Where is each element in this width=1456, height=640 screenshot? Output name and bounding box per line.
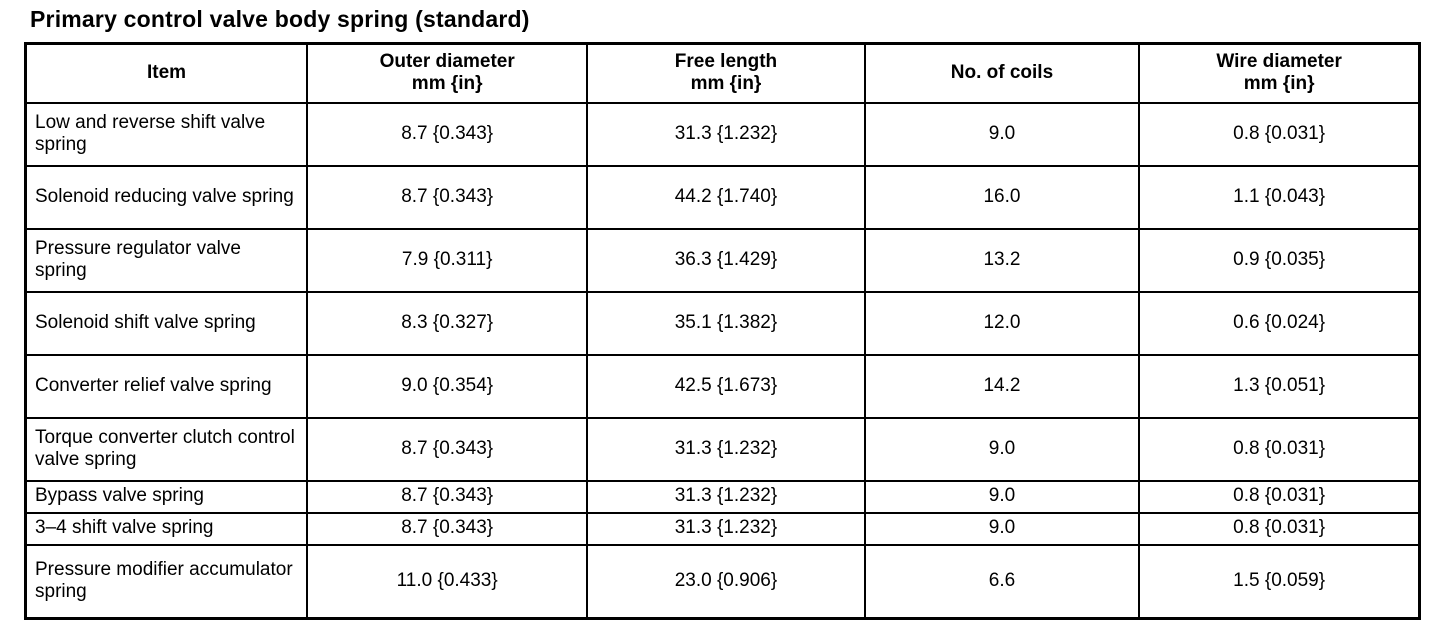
header-line: No. of coils (950, 62, 1054, 84)
table-row: Bypass valve spring 8.7 {0.343} 31.3 {1.… (24, 479, 1421, 514)
no-of-coils-cell: 9.0 (863, 416, 1141, 482)
outer-diameter-cell: 8.3 {0.327} (306, 290, 589, 356)
item-cell: Pressure modifier accumulator spring (24, 543, 309, 620)
no-of-coils-cell: 14.2 (863, 353, 1141, 419)
header-line: mm {in} (690, 73, 762, 95)
free-length-cell: 36.3 {1.429} (586, 227, 866, 293)
no-of-coils-cell: 6.6 (863, 543, 1141, 620)
header-line: mm {in} (411, 73, 483, 95)
no-of-coils-cell: 9.0 (863, 511, 1141, 546)
outer-diameter-cell: 8.7 {0.343} (306, 164, 589, 230)
wire-diameter-cell: 0.8 {0.031} (1138, 416, 1421, 482)
free-length-cell: 31.3 {1.232} (586, 479, 866, 514)
table-row: Pressure regulator valve spring 7.9 {0.3… (24, 227, 1421, 293)
column-header-free-length: Free length mm {in} (586, 42, 866, 104)
item-cell: Converter relief valve spring (24, 353, 309, 419)
table-header-row: Item Outer diameter mm {in} Free length … (24, 42, 1421, 104)
no-of-coils-cell: 9.0 (863, 101, 1141, 167)
free-length-cell: 31.3 {1.232} (586, 101, 866, 167)
wire-diameter-cell: 1.5 {0.059} (1138, 543, 1421, 620)
column-header-no-of-coils: No. of coils (863, 42, 1141, 104)
no-of-coils-cell: 12.0 (863, 290, 1141, 356)
outer-diameter-cell: 8.7 {0.343} (306, 511, 589, 546)
wire-diameter-cell: 0.9 {0.035} (1138, 227, 1421, 293)
column-header-item: Item (24, 42, 309, 104)
table-row: Torque converter clutch control valve sp… (24, 416, 1421, 482)
free-length-cell: 31.3 {1.232} (586, 416, 866, 482)
free-length-cell: 35.1 {1.382} (586, 290, 866, 356)
header-line: Wire diameter (1216, 50, 1342, 72)
outer-diameter-cell: 8.7 {0.343} (306, 479, 589, 514)
outer-diameter-cell: 9.0 {0.354} (306, 353, 589, 419)
table-row: Converter relief valve spring 9.0 {0.354… (24, 353, 1421, 419)
wire-diameter-cell: 0.8 {0.031} (1138, 101, 1421, 167)
header-line: Outer diameter (379, 50, 515, 72)
outer-diameter-cell: 7.9 {0.311} (306, 227, 589, 293)
spring-spec-table: Item Outer diameter mm {in} Free length … (24, 42, 1421, 620)
table-row: Solenoid shift valve spring 8.3 {0.327} … (24, 290, 1421, 356)
header-line: mm {in} (1243, 73, 1315, 95)
table-row: Low and reverse shift valve spring 8.7 {… (24, 101, 1421, 167)
item-cell: Pressure regulator valve spring (24, 227, 309, 293)
table-row: 3–4 shift valve spring 8.7 {0.343} 31.3 … (24, 511, 1421, 546)
no-of-coils-cell: 13.2 (863, 227, 1141, 293)
wire-diameter-cell: 0.6 {0.024} (1138, 290, 1421, 356)
wire-diameter-cell: 0.8 {0.031} (1138, 511, 1421, 546)
outer-diameter-cell: 8.7 {0.343} (306, 416, 589, 482)
outer-diameter-cell: 11.0 {0.433} (306, 543, 589, 620)
wire-diameter-cell: 0.8 {0.031} (1138, 479, 1421, 514)
table-row: Solenoid reducing valve spring 8.7 {0.34… (24, 164, 1421, 230)
wire-diameter-cell: 1.1 {0.043} (1138, 164, 1421, 230)
item-cell: 3–4 shift valve spring (24, 511, 309, 546)
outer-diameter-cell: 8.7 {0.343} (306, 101, 589, 167)
header-line: Item (147, 62, 187, 84)
column-header-wire-diameter: Wire diameter mm {in} (1138, 42, 1421, 104)
no-of-coils-cell: 16.0 (863, 164, 1141, 230)
column-header-outer-diameter: Outer diameter mm {in} (306, 42, 589, 104)
table-row: Pressure modifier accumulator spring 11.… (24, 543, 1421, 620)
wire-diameter-cell: 1.3 {0.051} (1138, 353, 1421, 419)
free-length-cell: 31.3 {1.232} (586, 511, 866, 546)
item-cell: Bypass valve spring (24, 479, 309, 514)
item-cell: Torque converter clutch control valve sp… (24, 416, 309, 482)
item-cell: Solenoid shift valve spring (24, 290, 309, 356)
item-cell: Solenoid reducing valve spring (24, 164, 309, 230)
free-length-cell: 44.2 {1.740} (586, 164, 866, 230)
page-title: Primary control valve body spring (stand… (30, 6, 530, 32)
free-length-cell: 42.5 {1.673} (586, 353, 866, 419)
free-length-cell: 23.0 {0.906} (586, 543, 866, 620)
item-cell: Low and reverse shift valve spring (24, 101, 309, 167)
no-of-coils-cell: 9.0 (863, 479, 1141, 514)
header-line: Free length (674, 50, 778, 72)
